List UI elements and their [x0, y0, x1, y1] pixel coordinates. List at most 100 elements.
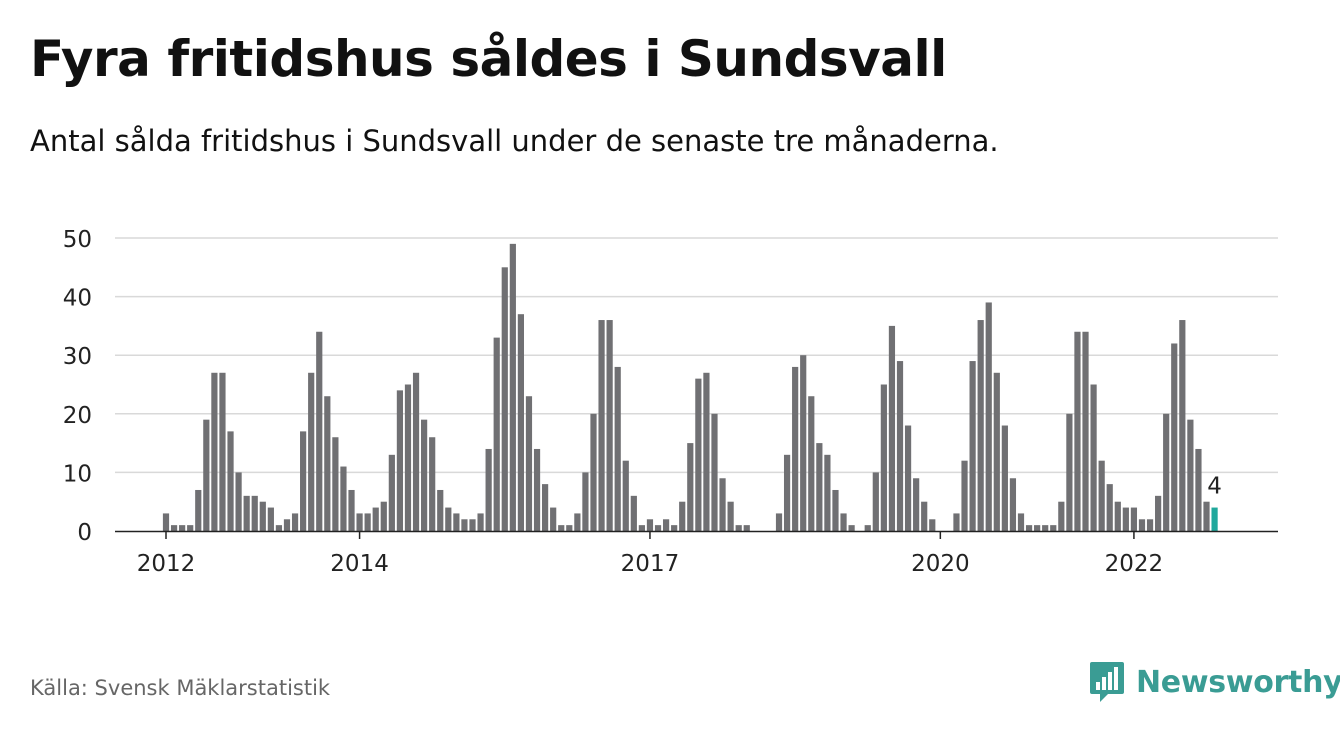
bar — [259, 501, 266, 531]
bar — [1122, 507, 1129, 531]
bar — [904, 425, 912, 531]
bar — [711, 413, 718, 531]
bar — [324, 396, 331, 531]
bar — [1025, 525, 1033, 531]
bar — [291, 513, 299, 531]
bar — [219, 372, 226, 531]
bar — [775, 513, 783, 531]
bar — [1146, 519, 1154, 531]
bar-chart-logo-icon — [1090, 662, 1124, 702]
brand-name: Newsworthy — [1136, 664, 1340, 700]
bar — [179, 525, 186, 531]
bar-highlight — [1211, 507, 1218, 531]
highlight-value-label: 4 — [1207, 474, 1222, 500]
chart-subtitle: Antal sålda fritidshus i Sundsvall under… — [30, 124, 999, 158]
bar — [1171, 343, 1178, 531]
bar — [162, 513, 170, 531]
bar — [1179, 320, 1186, 531]
bar — [1138, 519, 1146, 531]
bar — [614, 366, 621, 531]
bar — [558, 525, 565, 531]
bar — [848, 525, 855, 531]
bar — [630, 495, 637, 531]
bar — [735, 525, 742, 531]
brand-logo[interactable]: Newsworthy — [1088, 660, 1340, 704]
y-tick-label: 50 — [63, 227, 92, 253]
y-tick-label: 40 — [63, 286, 92, 312]
bar — [1114, 501, 1121, 531]
bar — [1034, 525, 1041, 531]
bar — [501, 267, 508, 531]
bar — [985, 302, 992, 531]
bar — [461, 519, 468, 531]
bar — [808, 396, 815, 531]
bar — [203, 419, 210, 531]
bar — [921, 501, 928, 531]
bar — [929, 519, 936, 531]
bar — [388, 454, 395, 531]
bar — [953, 513, 960, 531]
bar — [977, 320, 984, 531]
bar — [308, 372, 315, 531]
bar — [1155, 495, 1162, 531]
bar — [493, 337, 500, 531]
bar — [743, 525, 750, 531]
bar — [267, 507, 274, 531]
bar — [445, 507, 452, 531]
y-tick-label: 10 — [63, 461, 92, 487]
bar — [235, 472, 242, 531]
bar — [340, 466, 347, 531]
bar — [1066, 413, 1073, 531]
bar — [372, 507, 379, 531]
bar — [888, 325, 896, 531]
x-tick-label: 2014 — [330, 551, 389, 577]
x-tick-label: 2012 — [137, 551, 196, 577]
bar — [1009, 478, 1017, 531]
bar — [1082, 331, 1089, 531]
bar — [396, 390, 404, 531]
bar — [211, 372, 218, 531]
bar — [687, 443, 694, 531]
bar — [283, 519, 291, 531]
bar — [550, 507, 557, 531]
bar — [227, 431, 234, 531]
x-tick-label: 2020 — [911, 551, 970, 577]
bar — [880, 384, 887, 531]
bar — [574, 513, 581, 531]
source-note: Källa: Svensk Mäklarstatistik — [30, 676, 331, 700]
bar — [356, 513, 363, 531]
bar — [816, 443, 823, 531]
bar — [671, 525, 678, 531]
x-tick-label: 2017 — [621, 551, 680, 577]
bar — [533, 448, 541, 531]
bar — [872, 472, 879, 531]
bar — [622, 460, 629, 531]
bar — [1187, 419, 1194, 531]
bar — [243, 495, 250, 531]
bar — [993, 372, 1000, 531]
bar — [251, 495, 258, 531]
bar — [1058, 501, 1065, 531]
bar — [412, 372, 420, 531]
bar — [695, 378, 702, 531]
bar — [195, 489, 202, 531]
y-tick-label: 20 — [63, 403, 92, 429]
bar — [969, 361, 976, 531]
bar — [864, 525, 871, 531]
bar — [429, 437, 436, 531]
bar — [404, 384, 412, 531]
bar — [727, 501, 734, 531]
bar — [477, 513, 484, 531]
bar — [1098, 460, 1105, 531]
bar — [1001, 425, 1008, 531]
y-tick-label: 0 — [77, 520, 92, 546]
bar — [300, 431, 307, 531]
bar — [824, 454, 831, 531]
chart-title: Fyra fritidshus såldes i Sundsvall — [30, 30, 947, 88]
bar — [1195, 448, 1202, 531]
bar — [275, 525, 283, 531]
bar — [832, 489, 839, 531]
x-axis: 2012 2014 2017 2020 2022 — [115, 530, 1278, 577]
x-tick-label: 2022 — [1105, 551, 1164, 577]
bar — [719, 478, 726, 531]
